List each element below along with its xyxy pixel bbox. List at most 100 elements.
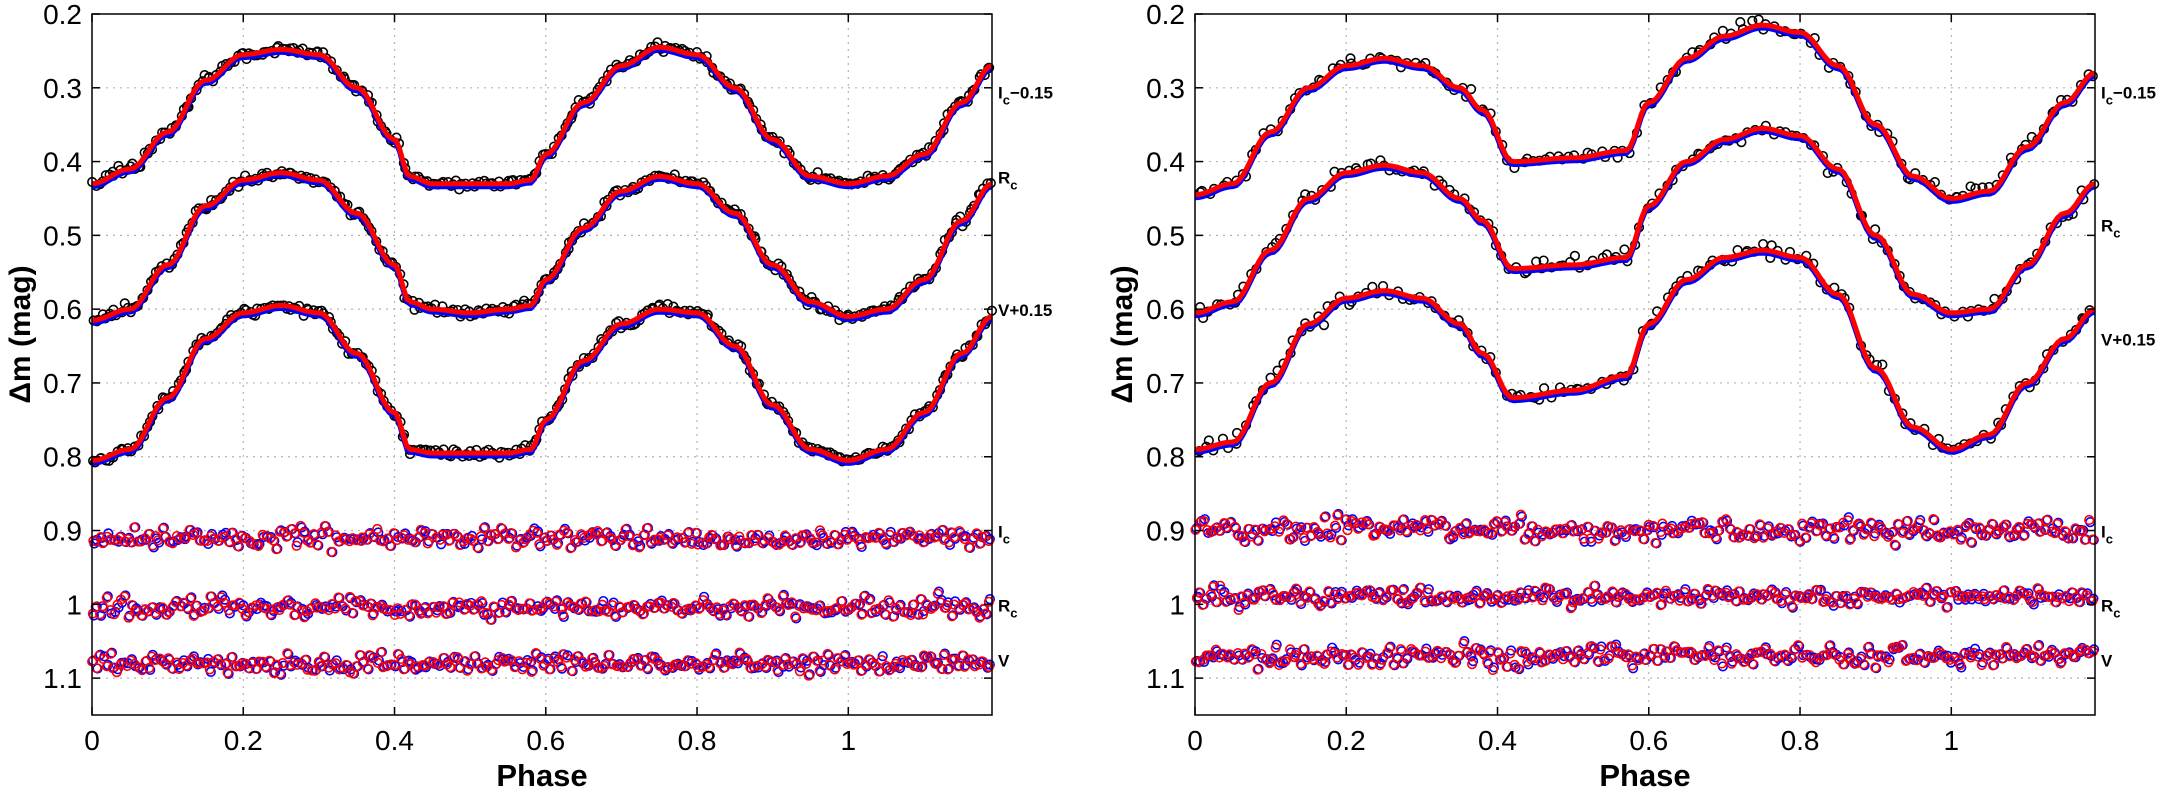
residual-point-Ic-model-b — [1657, 518, 1668, 529]
residual-point-V-model-b — [526, 666, 537, 677]
residual-point-Rc-model-b — [1560, 589, 1572, 600]
residual-point-Rc-model-b — [1249, 594, 1260, 605]
residual-point-Ic-model-a — [635, 540, 646, 552]
left-panel: 0 0.2 0.4 0.6 0.8 10.20.30.40.50.60.70.80.911… — [4, 0, 1053, 793]
residual-point-V-model-a — [276, 669, 287, 680]
y-tick-label: 0.3 — [43, 73, 82, 104]
residual-point-Ic-model-b — [1397, 514, 1408, 526]
residual-point-Ic-model-b — [1847, 524, 1858, 536]
residual-point-V-model-a — [917, 661, 928, 672]
residual-point-Rc-model-b — [1224, 592, 1235, 603]
residual-point-Ic-model-b — [974, 538, 985, 549]
residual-point-V-model-b — [803, 670, 814, 681]
residual-point-Ic-model-b — [1295, 524, 1306, 535]
residual-point-V-model-b — [555, 661, 567, 672]
y-tick-label: 0.5 — [1146, 220, 1185, 251]
residual-point-Ic-model-b — [1785, 529, 1796, 541]
residual-point-V-model-b — [385, 659, 396, 670]
plot-area — [1195, 14, 2095, 715]
residual-point-Ic-model-b — [1395, 525, 1406, 536]
residual-point-V-model-a — [804, 669, 815, 680]
residual-point-V-model-b — [448, 652, 459, 663]
residual-point-Ic-model-b — [1901, 516, 1912, 527]
residual-point-Ic-model-a — [1977, 530, 1988, 541]
y-tick-label: 0.5 — [43, 220, 82, 251]
residual-point-Ic-model-b — [1332, 510, 1343, 521]
residual-point-V-model-b — [794, 666, 806, 677]
residual-point-Ic-model-b — [817, 530, 828, 541]
residual-point-V-model-b — [741, 653, 752, 665]
residual-point-Ic-model-b — [478, 523, 489, 534]
residual-point-Ic-model-b — [1824, 524, 1835, 535]
residual-point-Ic-model-b — [167, 538, 178, 549]
residual-point-Ic-model-b — [437, 529, 448, 541]
residual-point-Rc-model-b — [743, 611, 754, 622]
band-label-subscript: c — [2113, 225, 2120, 240]
residual-point-Rc-model-b — [946, 611, 958, 622]
residual-point-Rc-model-b — [517, 603, 528, 614]
residual-point-Rc-model-b — [185, 593, 196, 604]
residual-point-Ic-model-b — [2034, 526, 2045, 537]
x-tick-label: 0.2 — [224, 725, 263, 756]
residual-point-Ic-model-a — [795, 537, 806, 548]
residual-point-Ic-model-b — [1886, 527, 1898, 538]
residual-point-V-model-b — [566, 665, 577, 676]
residual-point-Ic-model-b — [443, 535, 454, 546]
residual-point-Rc-model-b — [2027, 596, 2038, 608]
residual-point-Rc-model-b — [1786, 601, 1797, 612]
residual-point-Ic-model-b — [1731, 526, 1742, 538]
residual-point-Ic-model-b — [312, 539, 323, 550]
residual-point-Ic-model-b — [129, 522, 140, 533]
residual-point-Ic-model-a — [1461, 518, 1472, 529]
band-label-subscript: c — [1003, 532, 1010, 547]
residual-point-V-model-b — [194, 658, 205, 669]
residual-point-Ic-model-b — [1976, 528, 1987, 540]
x-tick-label: 0.6 — [1629, 725, 1668, 756]
model-curves — [91, 44, 993, 466]
residual-point-Rc-model-b — [1380, 591, 1391, 602]
residual-point-Ic-model-b — [1897, 527, 1908, 538]
residual-point-Ic-model-b — [253, 540, 264, 552]
residual-point-Ic-model-a — [2014, 523, 2026, 534]
residual-point-Ic-model-b — [1844, 534, 1855, 546]
y-tick-label: 0.6 — [43, 294, 82, 325]
residual-point-Ic-model-b — [1281, 519, 1292, 530]
residual-point-Rc-model-b — [1769, 587, 1780, 598]
residual-point-Ic-model-b — [770, 539, 781, 550]
residual-point-V-model-a — [192, 659, 204, 670]
residual-point-V-model-b — [253, 656, 265, 667]
band-label: V — [998, 652, 1010, 671]
residual-point-Rc-model-a — [102, 591, 113, 602]
residual-point-V-model-b — [544, 664, 555, 675]
residual-point-Rc-model-b — [272, 602, 283, 613]
residual-point-Rc-model-b — [119, 591, 130, 602]
residual-point-V-model-b — [226, 652, 237, 663]
residual-point-Ic-model-b — [1828, 531, 1839, 543]
residual-point-V-model-b — [801, 658, 812, 669]
residual-point-Ic-model-b — [1529, 535, 1540, 547]
residual-point-Ic-model-b — [1356, 517, 1367, 528]
residual-point-Ic-model-b — [1969, 522, 1981, 533]
residual-point-Rc-model-b — [1713, 588, 1724, 599]
residual-point-Rc-model-b — [340, 603, 351, 614]
residual-point-Rc-model-b — [864, 594, 875, 606]
residual-point-Rc-model-b — [1537, 595, 1548, 606]
residual-point-Ic-model-b — [734, 531, 745, 542]
residual-point-V-model-b — [306, 665, 317, 676]
residual-point-Ic-model-b — [1486, 527, 1497, 539]
band-label-subscript: c — [2106, 92, 2113, 107]
residual-point-V-model-b — [465, 659, 476, 670]
residual-point-Ic-model-b — [1800, 532, 1811, 543]
residual-point-Ic-model-b — [586, 528, 597, 539]
residual-point-V-model-b — [983, 661, 994, 672]
residual-point-Rc-model-b — [780, 598, 792, 609]
residual-point-Rc-model-b — [941, 600, 953, 611]
residual-point-V-model-b — [502, 655, 513, 666]
residual-point-Ic-model-b — [1335, 534, 1346, 546]
residual-point-Rc-model-a — [784, 598, 795, 610]
residual-point-Rc-model-b — [123, 612, 134, 623]
residual-point-Rc-model-b — [1660, 585, 1671, 596]
residual-point-Rc-model-b — [1304, 586, 1315, 597]
band-label-main: V — [2101, 652, 2113, 671]
